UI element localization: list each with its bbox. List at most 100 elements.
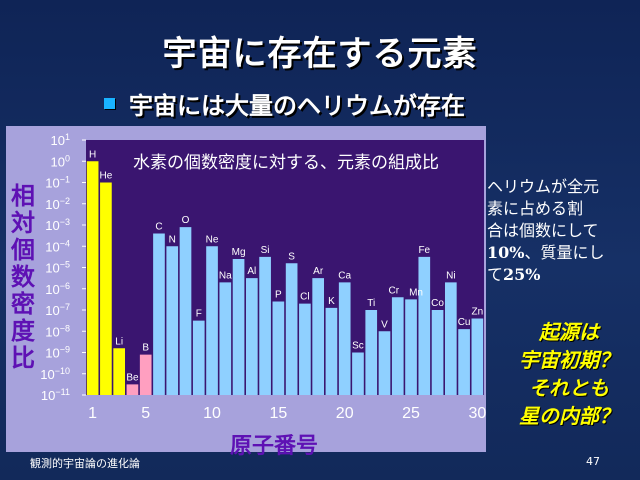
abundance-bar	[272, 301, 285, 395]
abundance-bar	[192, 320, 205, 395]
y-tick-label: 10−11	[41, 387, 70, 403]
y-tick-label: 10−10	[40, 366, 70, 382]
abundance-bar	[179, 227, 192, 395]
x-tick-label: 30	[468, 405, 486, 422]
element-symbol-label: H	[89, 149, 96, 160]
abundance-bar	[391, 297, 404, 395]
element-symbol-label: Zn	[472, 307, 484, 318]
element-symbol-label: Mn	[409, 287, 423, 298]
abundance-bar	[259, 256, 271, 395]
element-symbol-label: N	[169, 234, 176, 245]
y-tick-label: 10−2	[45, 196, 70, 212]
chart-title: 水素の個数密度に対する、元素の組成比	[133, 153, 439, 173]
y-tick-label: 10−8	[45, 323, 70, 339]
abundance-bar	[285, 263, 298, 395]
y-tick-label: 10−9	[45, 345, 70, 361]
abundance-bar	[405, 299, 417, 395]
element-symbol-label: Na	[219, 270, 232, 281]
element-symbol-label: Cr	[388, 285, 399, 296]
page-number: 47	[586, 455, 600, 468]
chart-y-axis-label: 相対個数密度比	[11, 182, 35, 372]
abundance-bar	[471, 318, 484, 395]
element-symbol-label: Al	[247, 266, 256, 277]
note-text: て	[487, 265, 504, 284]
abundance-bar	[325, 307, 338, 395]
abundance-bar	[153, 233, 165, 395]
y-tick-label: 101	[51, 132, 70, 148]
element-symbol-label: Sc	[352, 341, 364, 352]
x-tick-label: 20	[336, 405, 354, 422]
footer-text: 観測的宇宙論の進化論	[30, 457, 140, 470]
abundance-bar	[458, 329, 470, 395]
element-symbol-label: He	[100, 171, 113, 182]
x-tick-label: 1	[88, 405, 97, 422]
element-symbol-label: Ni	[446, 270, 455, 281]
x-tick-label: 10	[203, 405, 221, 422]
helium-fraction-note: ヘリウムが全元 素に占める割 合は個数にして 10%、質量にし て25%	[487, 176, 637, 286]
question-line: それとも	[529, 376, 609, 400]
abundance-bar	[139, 354, 152, 395]
element-symbol-label: Be	[126, 372, 139, 383]
abundance-bar	[100, 182, 112, 395]
question-line: 宇宙初期？	[519, 348, 619, 372]
element-symbol-label: O	[182, 215, 190, 226]
x-tick-label: 5	[141, 405, 150, 422]
helium-number-fraction: 10%	[487, 243, 525, 262]
y-tick-label: 10−3	[45, 217, 70, 233]
element-symbol-label: S	[288, 251, 295, 262]
y-tick-label: 100	[51, 153, 70, 169]
note-line: 10%、質量にし	[487, 242, 637, 264]
abundance-bar	[431, 310, 444, 395]
element-symbol-label: Ne	[206, 234, 219, 245]
element-symbol-label: Ti	[367, 298, 375, 309]
abundance-bar	[113, 348, 126, 395]
abundance-bar	[166, 246, 179, 395]
abundance-bar	[418, 256, 431, 395]
abundance-bar	[232, 259, 245, 395]
element-symbol-label: B	[142, 343, 149, 354]
helium-mass-fraction: 25%	[503, 265, 541, 284]
abundance-bar	[245, 278, 258, 395]
element-symbol-label: V	[381, 319, 388, 330]
element-symbol-label: K	[328, 296, 335, 307]
abundance-bar	[219, 282, 232, 395]
element-symbol-label: Mg	[232, 247, 246, 258]
question-line: 星の内部？	[519, 404, 619, 428]
abundance-bar	[86, 161, 99, 395]
element-symbol-label: P	[275, 290, 282, 301]
abundance-bar	[312, 278, 325, 395]
element-symbol-label: Ar	[313, 266, 324, 277]
square-bullet-icon	[104, 98, 115, 109]
y-tick-label: 10−7	[45, 302, 70, 318]
abundance-bar	[299, 303, 311, 395]
y-tick-label: 10−4	[45, 238, 70, 254]
abundance-bar	[338, 282, 351, 395]
note-text: 、質量にし	[524, 243, 605, 262]
plot-area	[86, 140, 484, 395]
abundance-bar	[352, 352, 364, 395]
element-symbol-label: Cu	[458, 317, 471, 328]
note-line: 素に占める割	[487, 199, 584, 218]
x-tick-label: 25	[402, 405, 420, 422]
note-line: ヘリウムが全元	[487, 177, 600, 196]
y-tick-label: 10−1	[45, 175, 70, 191]
element-symbol-label: Li	[115, 336, 123, 347]
chart-x-axis-label: 原子番号	[230, 434, 319, 459]
element-symbol-label: Ca	[338, 270, 351, 281]
element-symbol-label: Fe	[418, 245, 430, 256]
abundance-bar	[206, 246, 218, 395]
bullet-point: 宇宙には大量のヘリウムが存在	[104, 86, 465, 121]
slide-title: 宇宙に存在する元素	[162, 34, 478, 74]
abundance-bar	[126, 384, 139, 395]
x-tick-label: 15	[269, 405, 287, 422]
element-symbol-label: Si	[261, 245, 270, 256]
note-line: て25%	[487, 264, 637, 286]
abundance-bar	[378, 331, 391, 395]
abundance-bar	[444, 282, 457, 395]
y-tick-label: 10−5	[45, 260, 70, 276]
question-line: 起源は	[539, 320, 599, 344]
element-symbol-label: C	[155, 222, 162, 233]
element-symbol-label: F	[196, 309, 202, 320]
element-symbol-label: Cl	[300, 292, 309, 303]
